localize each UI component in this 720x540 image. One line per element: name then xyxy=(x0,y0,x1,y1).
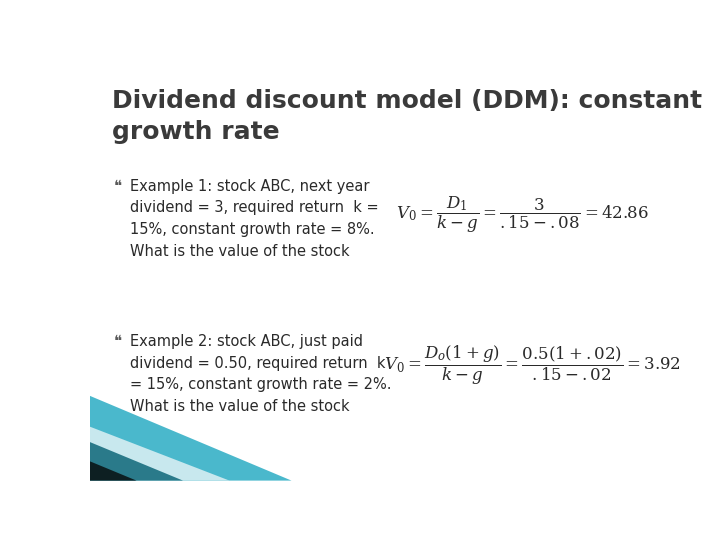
Text: Dividend discount model (DDM): constant: Dividend discount model (DDM): constant xyxy=(112,90,702,113)
Text: ❝: ❝ xyxy=(113,334,122,349)
Text: Example 2: stock ABC, just paid
dividend = 0.50, required return  k
= 15%, const: Example 2: stock ABC, just paid dividend… xyxy=(130,334,392,414)
Polygon shape xyxy=(90,396,292,481)
Text: $V_0 = \dfrac{D_1}{k-g} = \dfrac{3}{.15-.08} = 42.86$: $V_0 = \dfrac{D_1}{k-g} = \dfrac{3}{.15-… xyxy=(396,194,649,235)
Polygon shape xyxy=(90,427,230,481)
Text: Example 1: stock ABC, next year
dividend = 3, required return  k =
15%, constant: Example 1: stock ABC, next year dividend… xyxy=(130,179,379,259)
Polygon shape xyxy=(90,461,137,481)
Text: $V_0 = \dfrac{D_o(1+g)}{k-g} = \dfrac{0.5(1+.02)}{.15-.02} = 3.92$: $V_0 = \dfrac{D_o(1+g)}{k-g} = \dfrac{0.… xyxy=(384,343,681,387)
Polygon shape xyxy=(90,442,183,481)
Text: ❝: ❝ xyxy=(113,179,122,194)
Text: growth rate: growth rate xyxy=(112,120,279,144)
